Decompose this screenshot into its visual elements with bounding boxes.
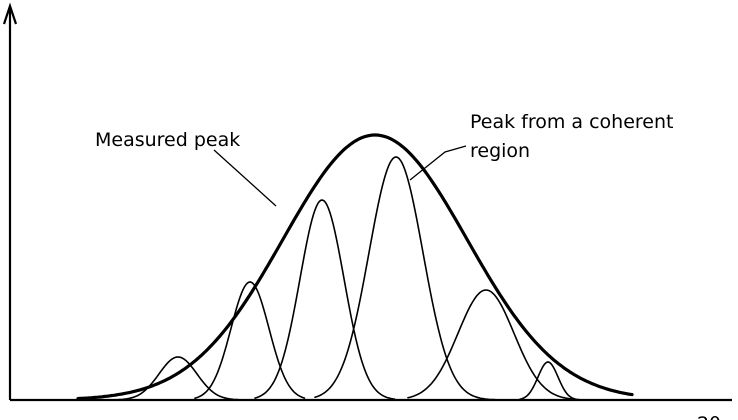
measured-peak-label: Measured peak xyxy=(95,129,240,151)
measured-peak-leader-line xyxy=(213,149,277,207)
component-peak-1 xyxy=(117,356,245,401)
component-peak-2 xyxy=(194,281,306,399)
coherent-peak-label-line2: region xyxy=(470,140,530,162)
y-axis-arrow xyxy=(2,2,18,25)
component-peak-3 xyxy=(254,199,396,400)
axes xyxy=(2,2,732,402)
corner-mark: 2θ xyxy=(697,413,721,420)
component-peak-4 xyxy=(314,156,520,401)
coherent-peak-label-line1: Peak from a coherent xyxy=(470,111,673,133)
component-peak-5 xyxy=(407,289,574,400)
component-peak-6 xyxy=(519,361,583,401)
measured-peak-curve xyxy=(76,133,634,401)
component-peaks xyxy=(117,156,583,401)
coherent-peak-leader-line xyxy=(409,145,467,181)
